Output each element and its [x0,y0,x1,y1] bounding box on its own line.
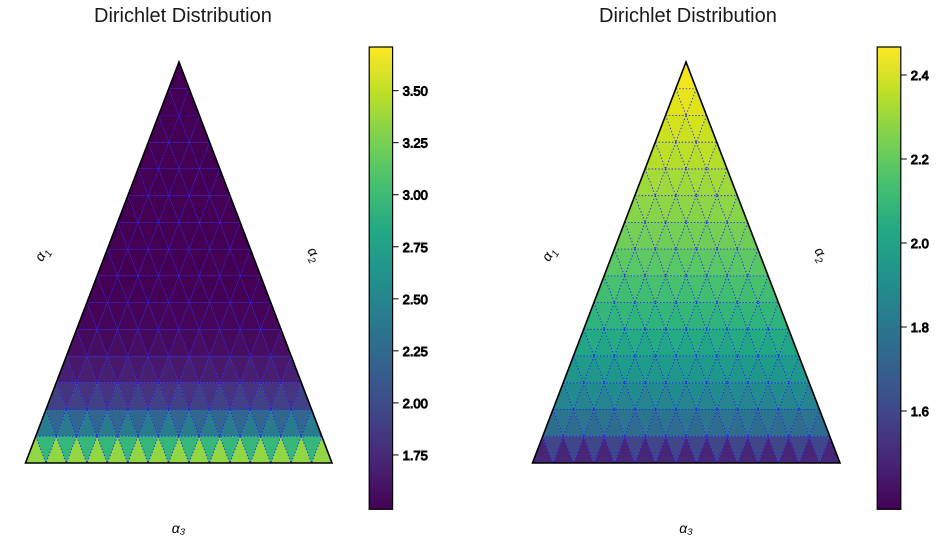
svg-text:2.25: 2.25 [403,344,428,359]
svg-text:1.75: 1.75 [403,448,428,463]
svg-text:2.50: 2.50 [403,292,428,307]
svg-text:1.6: 1.6 [911,404,929,419]
svg-text:1.8: 1.8 [911,320,929,335]
svg-text:3.00: 3.00 [403,188,428,203]
svg-text:2.00: 2.00 [403,396,428,411]
svg-text:3.50: 3.50 [403,84,428,99]
svg-text:α₃: α₃ [172,520,186,536]
svg-text:2.75: 2.75 [403,240,428,255]
svg-text:α₃: α₃ [679,520,693,536]
svg-text:2.2: 2.2 [911,152,929,167]
svg-text:2.0: 2.0 [911,236,929,251]
svg-text:2.4: 2.4 [911,68,929,83]
svg-text:3.25: 3.25 [403,136,428,151]
